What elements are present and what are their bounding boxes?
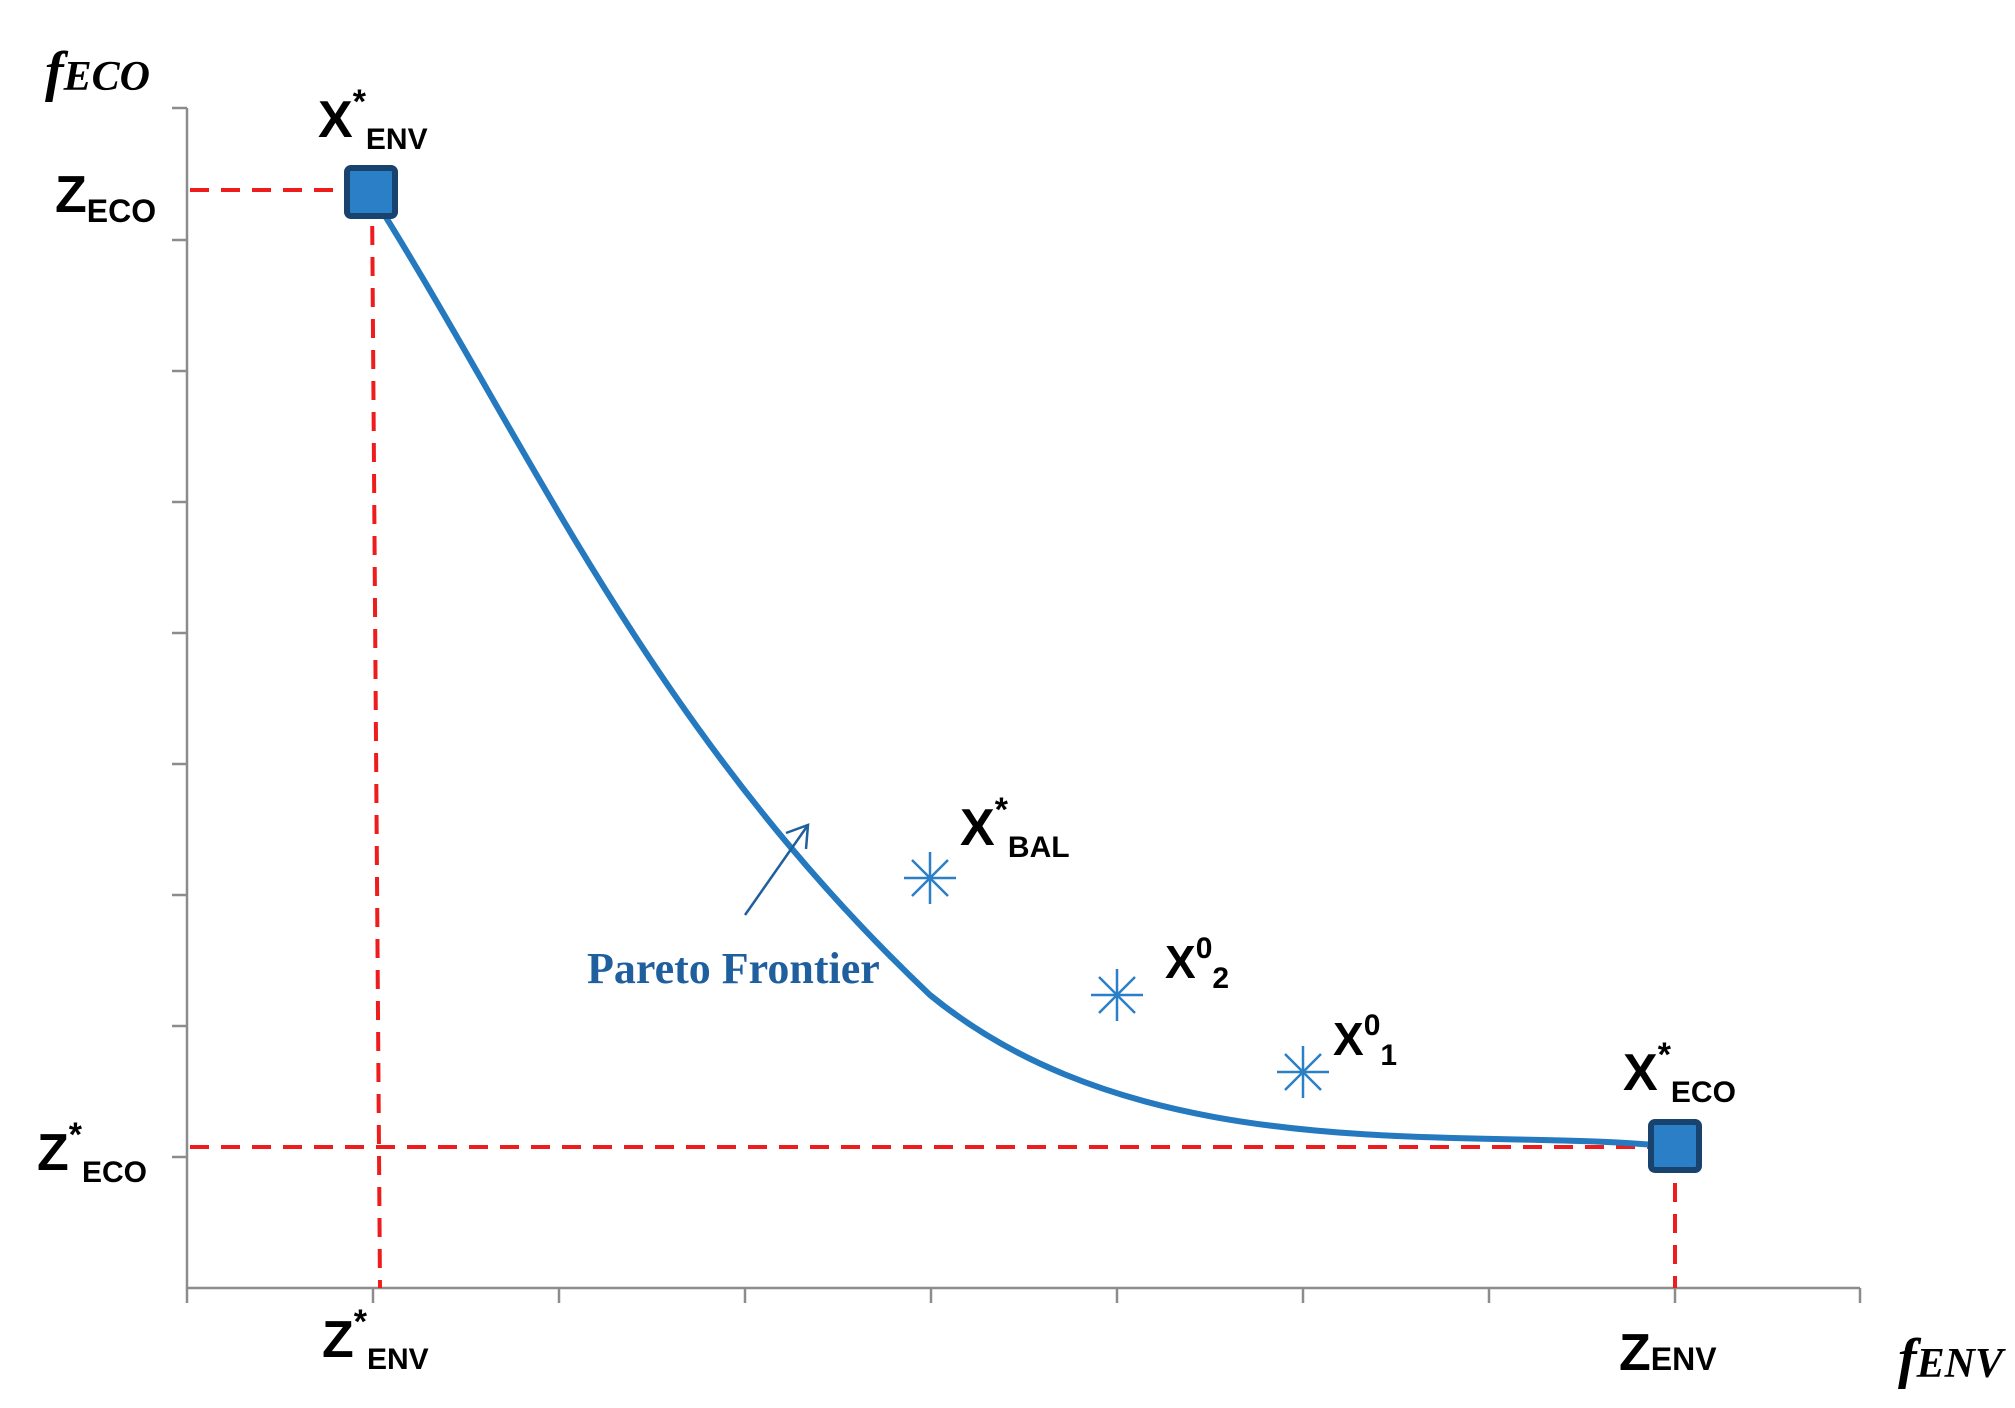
pareto-frontier-arrowhead [785,823,810,850]
label-x-star-eco: X*ECO [1623,1036,1736,1109]
x-axis-ticks [185,1288,1862,1303]
x0-2-point [1091,969,1143,1021]
x-star-eco-marker [1648,1119,1702,1173]
pareto-frontier-arrow [743,824,810,916]
label-z-star-env: Z*ENV [322,1303,429,1376]
label-x0-2: X02 [1165,932,1229,995]
y-axis-ticks [172,106,187,1159]
pareto-frontier-curve [369,192,1678,1150]
label-z-env: ZENV [1619,1324,1717,1382]
pareto-frontier-label: Pareto Frontier [587,944,880,993]
x-axis-title: fENV [1898,1328,2006,1390]
x0-1-point [1277,1046,1329,1098]
label-x0-1: X01 [1333,1009,1397,1072]
y-axis-title: fECO [45,41,150,103]
label-z-eco: ZECO [55,166,156,229]
x-star-bal-point [904,852,956,904]
label-x-star-bal: X*BAL [960,791,1070,864]
label-z-star-eco: Z*ECO [37,1116,147,1189]
label-x-star-env: X*ENV [318,83,428,156]
x-star-env-marker [344,165,398,219]
guide-z-star-env-vertical [370,194,382,1289]
